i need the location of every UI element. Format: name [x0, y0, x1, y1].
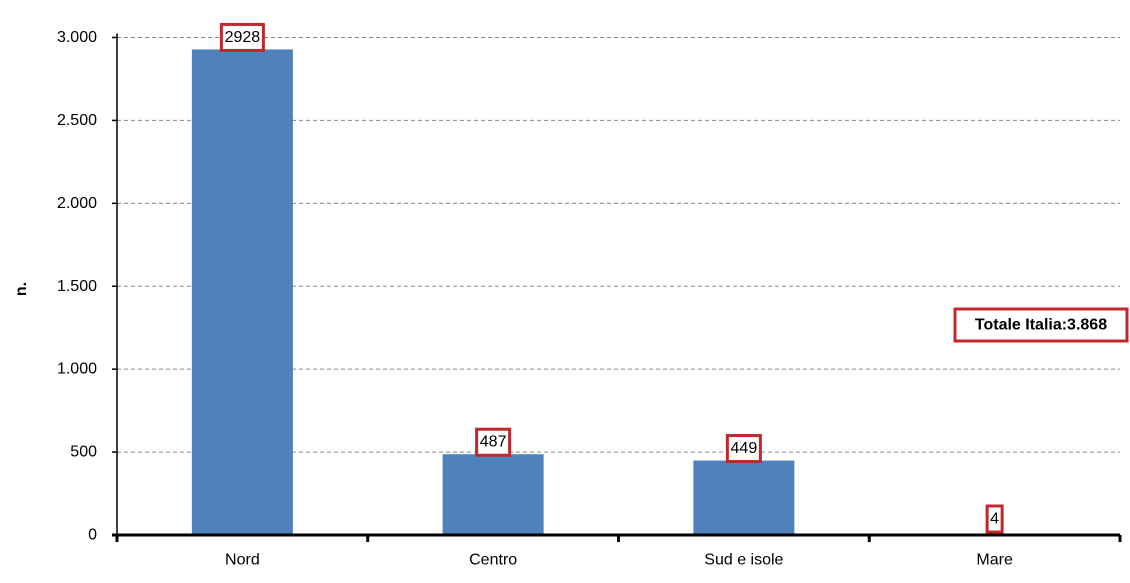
total-annotation-text: Totale Italia:3.868: [975, 317, 1107, 334]
total-annotation: Totale Italia:3.868: [953, 307, 1129, 343]
bar: [442, 454, 544, 535]
y-tick-label: 1.000: [57, 361, 97, 378]
bar: [693, 460, 795, 535]
data-label-box: [475, 427, 512, 457]
bars: [191, 49, 1046, 535]
x-tick-label: Centro: [469, 552, 517, 569]
y-tick-label: 2.500: [57, 112, 97, 129]
y-tick-label: 2.000: [57, 195, 97, 212]
data-label-box: [219, 22, 265, 52]
labels: 0 500 1.000 1.500 2.000 2.500 3.000 2928 Nord 487…: [57, 22, 1013, 569]
y-axis-label: n.: [13, 282, 30, 296]
x-tick-label: Mare: [976, 552, 1013, 569]
data-label-box: [985, 504, 1004, 534]
bar: [191, 49, 293, 535]
x-tick-label: Sud e isole: [704, 552, 783, 569]
x-tick-label: Nord: [225, 552, 260, 569]
y-tick-label: 3.000: [57, 29, 97, 46]
data-label: 4: [990, 511, 999, 528]
y-tick-label: 0: [88, 527, 97, 544]
y-tick-label: 500: [70, 444, 97, 461]
axes: [112, 33, 1122, 542]
total-annotation-box: [953, 307, 1129, 343]
data-label: 487: [480, 434, 507, 451]
data-label-box: [725, 434, 762, 464]
data-label: 2928: [225, 29, 261, 46]
data-label: 449: [731, 440, 758, 457]
y-tick-label: 1.500: [57, 278, 97, 295]
gridlines: [117, 37, 1120, 453]
